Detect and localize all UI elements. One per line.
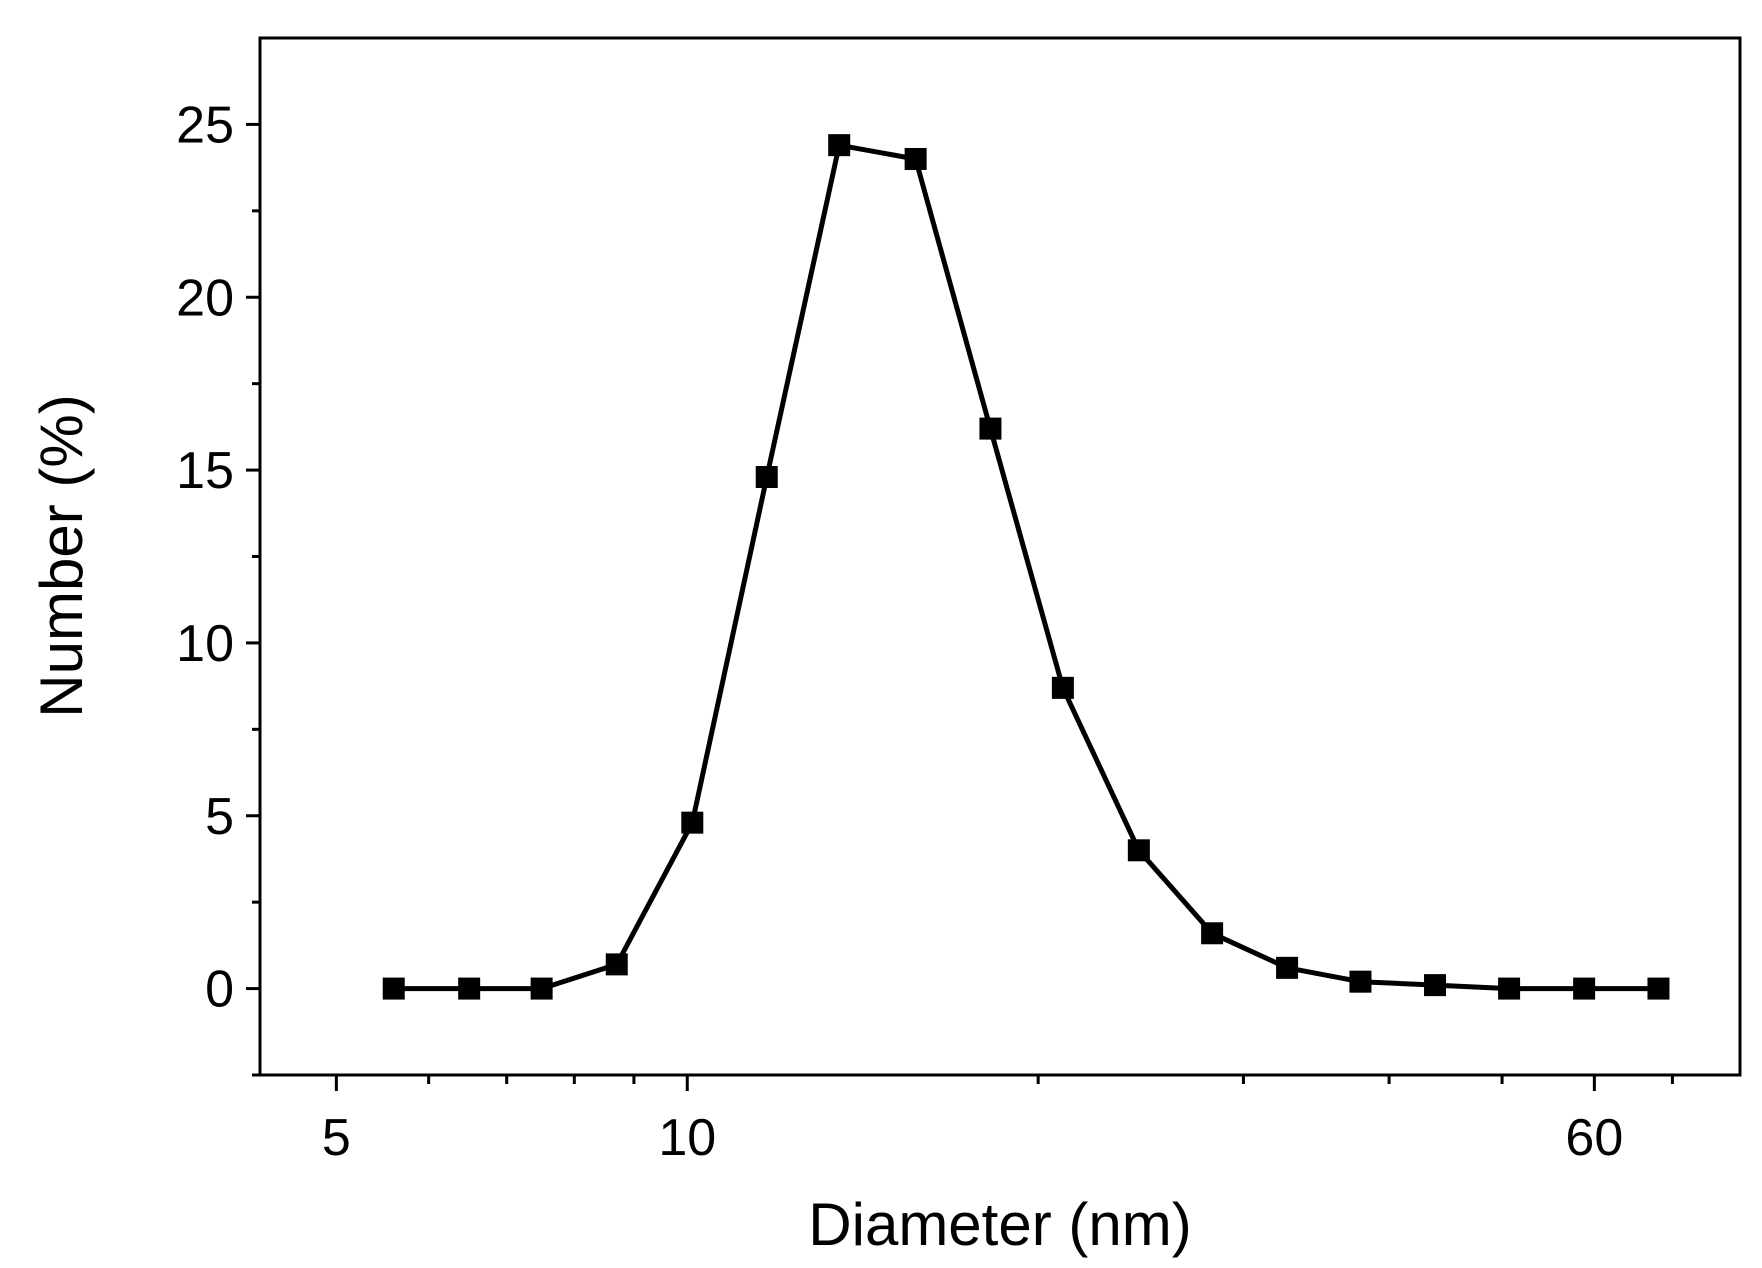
series-line: [393, 142, 1659, 992]
data-point: [1051, 676, 1074, 699]
y-tick-label: 0: [205, 961, 234, 1019]
x-tick-label: 60: [1565, 1109, 1623, 1167]
data-point: [1573, 977, 1596, 1000]
data-point: [1647, 977, 1670, 1000]
x-tick-label: 10: [658, 1109, 716, 1167]
series: [382, 134, 1670, 1000]
x-axis-label: Diameter (nm): [808, 1191, 1191, 1258]
y-axis: 0 5 10 15 20 25: [176, 96, 260, 1077]
y-axis-label: Number (%): [28, 394, 95, 717]
x-axis: 5 10 60: [322, 1075, 1674, 1167]
data-point: [458, 977, 481, 1000]
y-tick-label: 15: [176, 442, 234, 500]
data-point: [681, 811, 704, 834]
data-point: [1201, 922, 1224, 945]
data-point: [828, 134, 851, 157]
plot-frame: [258, 36, 1742, 1077]
data-point: [1424, 974, 1447, 997]
y-tick-label: 5: [205, 788, 234, 846]
data-point: [530, 977, 553, 1000]
data-point: [1127, 839, 1150, 862]
data-point: [382, 977, 405, 1000]
data-point: [979, 417, 1002, 440]
y-tick-label: 20: [176, 269, 234, 327]
data-point: [904, 147, 927, 170]
y-tick-label: 25: [176, 96, 234, 154]
data-point: [1276, 956, 1299, 979]
data-point: [1349, 970, 1372, 993]
data-point: [755, 465, 778, 488]
data-point: [605, 953, 628, 976]
x-tick-label: 5: [322, 1109, 351, 1167]
y-tick-label: 10: [176, 615, 234, 673]
data-point: [1498, 977, 1521, 1000]
